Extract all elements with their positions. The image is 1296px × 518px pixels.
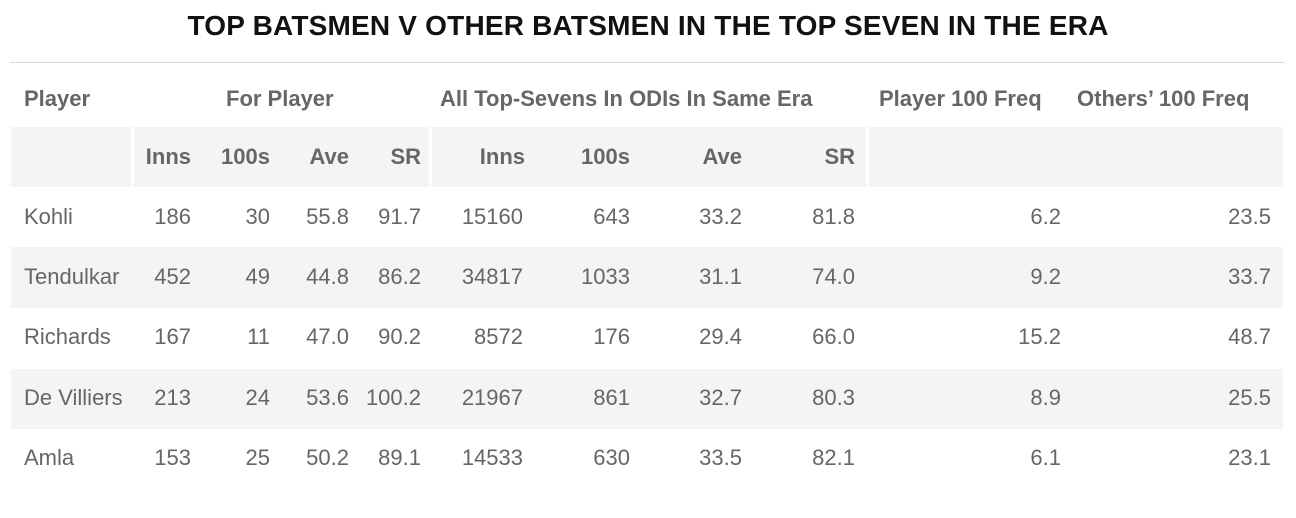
- cell-player-100s: 25: [245, 445, 270, 470]
- cell-others-sr: 82.1: [812, 445, 855, 470]
- cell-player-100-freq: 9.2: [1030, 264, 1061, 289]
- group-header-for-player: For Player: [226, 86, 334, 111]
- cell-others-inns: 14533: [461, 445, 523, 470]
- cell-player-ave: 47.0: [306, 324, 349, 349]
- group-header-all-top-sevens: All Top-Sevens In ODIs In Same Era: [440, 86, 813, 111]
- cell-player-100-freq: 6.1: [1030, 445, 1061, 470]
- subheader-player-inns: Inns: [145, 144, 191, 169]
- cell-player-ave: 53.6: [306, 385, 349, 410]
- group-header-player-100-freq: Player 100 Freq: [879, 86, 1042, 111]
- cell-others-inns: 34817: [461, 264, 523, 289]
- cell-others-inns: 8572: [474, 324, 523, 349]
- cell-player: Amla: [24, 445, 75, 470]
- subheader-player-sr: SR: [390, 144, 421, 169]
- cell-player-inns: 452: [154, 264, 191, 289]
- subheader-player-100s: 100s: [221, 144, 270, 169]
- cell-player-ave: 50.2: [306, 445, 349, 470]
- cell-player-100s: 30: [245, 204, 270, 229]
- cell-player-100s: 49: [245, 264, 270, 289]
- cell-others-100s: 643: [593, 204, 630, 229]
- cell-player-sr: 90.2: [378, 324, 421, 349]
- cell-others-sr: 80.3: [812, 385, 855, 410]
- cell-others-100s: 630: [593, 445, 630, 470]
- cell-player-100s: 24: [245, 385, 270, 410]
- title-divider: [10, 62, 1284, 63]
- cell-player-100s: 11: [247, 324, 270, 349]
- cell-others-100-freq: 23.1: [1228, 445, 1271, 470]
- cell-player-100-freq: 6.2: [1030, 204, 1061, 229]
- cell-player-inns: 167: [154, 324, 191, 349]
- cell-player-sr: 100.2: [365, 385, 421, 410]
- cell-player-sr: 89.1: [378, 445, 421, 470]
- cell-others-100-freq: 23.5: [1228, 204, 1271, 229]
- subheader-player-ave: Ave: [309, 144, 349, 169]
- cell-others-sr: 74.0: [812, 264, 855, 289]
- cell-others-100-freq: 48.7: [1228, 324, 1271, 349]
- cell-others-ave: 31.1: [699, 264, 742, 289]
- cell-player-sr: 86.2: [378, 264, 421, 289]
- cell-others-100s: 176: [593, 324, 630, 349]
- cell-others-inns: 21967: [461, 385, 523, 410]
- cell-others-ave: 33.2: [699, 204, 742, 229]
- cell-others-sr: 66.0: [812, 324, 855, 349]
- cell-player-inns: 213: [154, 385, 191, 410]
- row-band-de-villiers: [11, 369, 1283, 429]
- cell-others-100-freq: 33.7: [1228, 264, 1271, 289]
- cell-player: Richards: [24, 324, 111, 349]
- cell-player-100-freq: 15.2: [1018, 324, 1061, 349]
- cell-others-sr: 81.8: [812, 204, 855, 229]
- cell-player: Tendulkar: [24, 264, 120, 289]
- cell-others-100s: 861: [593, 385, 630, 410]
- cell-player-sr: 91.7: [378, 204, 421, 229]
- group-header-player: Player: [24, 86, 91, 111]
- subheader-band-for-player: [134, 127, 429, 187]
- subheader-others-100s: 100s: [581, 144, 630, 169]
- cell-others-inns: 15160: [461, 204, 523, 229]
- cell-player-100-freq: 8.9: [1030, 385, 1061, 410]
- table-title: TOP BATSMEN V OTHER BATSMEN IN THE TOP S…: [187, 10, 1109, 41]
- group-header-others-100-freq: Others’ 100 Freq: [1077, 86, 1250, 111]
- cell-others-100s: 1033: [581, 264, 630, 289]
- subheader-others-ave: Ave: [702, 144, 742, 169]
- cell-player-inns: 153: [154, 445, 191, 470]
- cell-others-ave: 33.5: [699, 445, 742, 470]
- subheader-band-all-top-sevens: [432, 127, 866, 187]
- subheader-band-player: [11, 127, 131, 187]
- cell-player: Kohli: [24, 204, 73, 229]
- subheader-others-sr: SR: [824, 144, 855, 169]
- cell-others-100-freq: 25.5: [1228, 385, 1271, 410]
- cell-others-ave: 29.4: [699, 324, 742, 349]
- subheader-others-inns: Inns: [479, 144, 525, 169]
- cell-player-inns: 186: [154, 204, 191, 229]
- cell-others-ave: 32.7: [699, 385, 742, 410]
- cell-player: De Villiers: [24, 385, 123, 410]
- subheader-band-freq: [869, 127, 1283, 187]
- row-band-tendulkar: [11, 247, 1283, 308]
- cell-player-ave: 44.8: [306, 264, 349, 289]
- cell-player-ave: 55.8: [306, 204, 349, 229]
